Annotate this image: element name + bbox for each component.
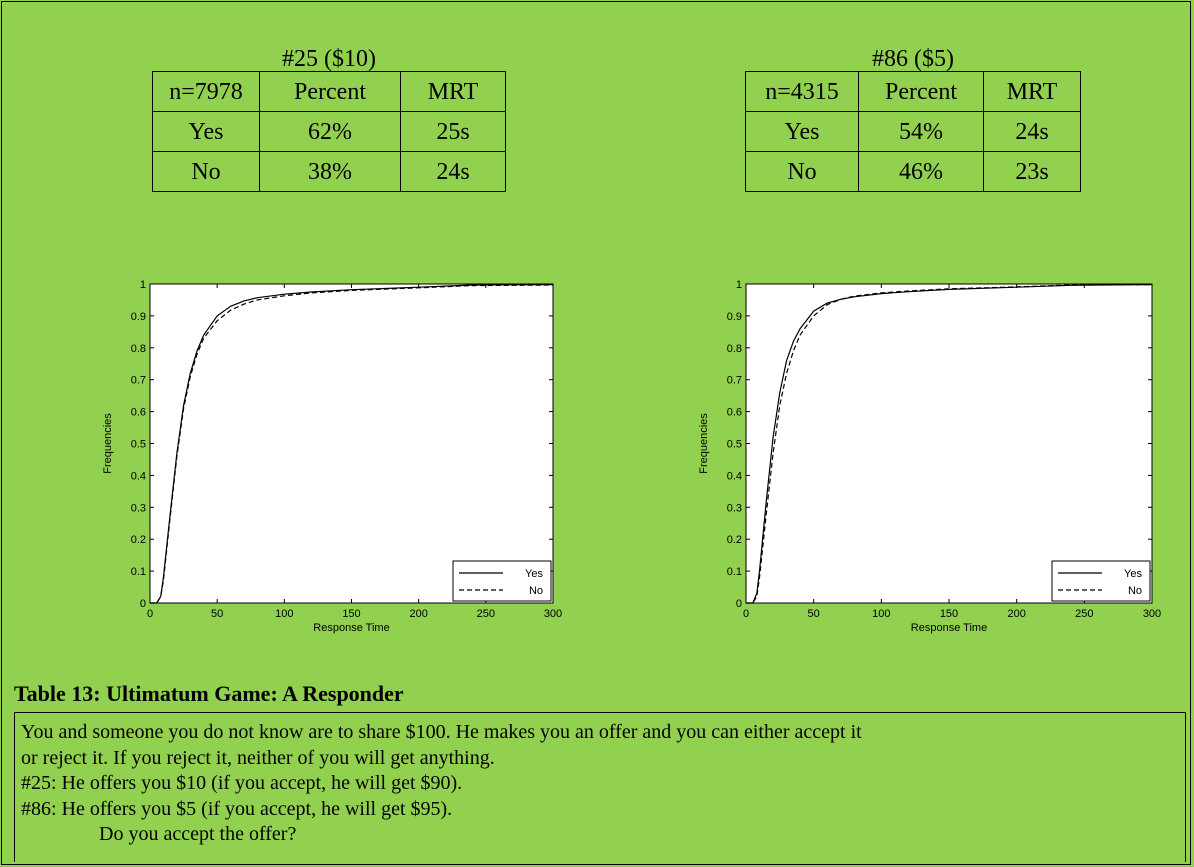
chart-0: 0 50 100 150 200 250 300 0 0.1 0.2 0.3 0.4 0.5 0.6 0.7… xyxy=(102,279,562,634)
y-tick-label: 0.3 xyxy=(131,502,146,514)
table-cell: 23s xyxy=(983,151,1081,192)
table-row: Yes 54% 24s xyxy=(745,111,1081,152)
table-header-cell: MRT xyxy=(400,71,506,112)
x-tick-label: 150 xyxy=(940,608,958,620)
x-tick-label: 250 xyxy=(477,608,495,620)
y-tick-label: 0 xyxy=(140,598,146,610)
y-tick-label: 0.1 xyxy=(727,566,742,578)
x-tick-label: 50 xyxy=(808,608,820,620)
question-prompt: Do you accept the offer? xyxy=(99,823,297,845)
y-axis-label: Frequencies xyxy=(102,413,114,474)
x-tick-label: 300 xyxy=(544,608,562,620)
x-tick-label: 0 xyxy=(147,608,153,620)
y-tick-label: 1 xyxy=(140,279,146,291)
table-row: n=4315 Percent MRT xyxy=(745,71,1081,112)
chart-1: 0 50 100 150 200 250 300 0 0.1 0.2 0.3 0.4 0.5 0.6 0.7… xyxy=(698,279,1161,634)
y-tick-label: 0.5 xyxy=(727,439,742,451)
y-tick-label: 0.4 xyxy=(727,470,742,482)
y-tick-label: 0 xyxy=(736,598,742,610)
table-caption-25: #25 ($10) xyxy=(282,46,376,72)
question-box: You and someone you do not know are to s… xyxy=(14,712,1186,862)
plot-area xyxy=(745,283,1153,604)
y-tick-label: 0.7 xyxy=(727,375,742,387)
plot-area xyxy=(149,283,554,604)
x-tick-label: 200 xyxy=(1007,608,1025,620)
series-line-no xyxy=(150,284,554,604)
legend-label: No xyxy=(1128,585,1142,597)
x-tick-label: 0 xyxy=(743,608,749,620)
results-table-25: n=7978 Percent MRT Yes 62% 25s No 38% 24… xyxy=(152,71,506,192)
table-caption-86: #86 ($5) xyxy=(872,46,954,72)
legend-label: Yes xyxy=(1124,568,1142,580)
x-tick-label: 200 xyxy=(409,608,427,620)
table-cell: 25s xyxy=(400,111,506,152)
y-tick-label: 0.8 xyxy=(131,343,146,355)
table-title: Table 13: Ultimatum Game: A Responder xyxy=(14,681,404,706)
table-cell: Yes xyxy=(152,111,260,152)
y-tick-label: 0.9 xyxy=(727,311,742,323)
x-tick-label: 250 xyxy=(1075,608,1093,620)
y-tick-label: 0.2 xyxy=(727,534,742,546)
legend-box xyxy=(452,560,552,602)
question-line: You and someone you do not know are to s… xyxy=(21,721,862,743)
y-tick-label: 0.5 xyxy=(131,439,146,451)
y-tick-label: 0.2 xyxy=(131,534,146,546)
table-cell: 24s xyxy=(400,151,506,192)
x-tick-label: 300 xyxy=(1143,608,1161,620)
x-tick-label: 50 xyxy=(211,608,223,620)
table-header-cell: Percent xyxy=(858,71,984,112)
x-axis-label: Response Time xyxy=(313,622,389,634)
y-tick-label: 0.8 xyxy=(727,343,742,355)
table-row: No 46% 23s xyxy=(745,151,1081,192)
legend-box xyxy=(1051,560,1151,602)
question-line: #86: He offers you $5 (if you accept, he… xyxy=(21,797,453,820)
table-cell: No xyxy=(745,151,859,192)
question-line: or reject it. If you reject it, neither … xyxy=(21,746,495,769)
table-row: No 38% 24s xyxy=(152,151,506,192)
table-row: Yes 62% 25s xyxy=(152,111,506,152)
x-tick-label: 100 xyxy=(872,608,890,620)
series-line-no xyxy=(746,284,1153,604)
table-cell: No xyxy=(152,151,260,192)
legend-label: No xyxy=(529,585,543,597)
x-axis-label: Response Time xyxy=(911,622,987,634)
legend-label: Yes xyxy=(525,568,543,580)
y-tick-label: 1 xyxy=(736,279,742,291)
y-tick-label: 0.4 xyxy=(131,470,146,482)
table-cell: 38% xyxy=(259,151,401,192)
response-time-chart-25: 0 50 100 150 200 250 30000.10.20.30.40.50.60.7… xyxy=(102,279,1161,634)
y-tick-label: 0.9 xyxy=(131,311,146,323)
legend: Yes No xyxy=(1051,560,1151,602)
results-table-86: n=4315 Percent MRT Yes 54% 24s No 46% 23… xyxy=(745,71,1081,192)
y-tick-label: 0.7 xyxy=(131,375,146,387)
legend: Yes No xyxy=(452,560,552,602)
y-axis-label: Frequencies xyxy=(698,413,710,474)
table-cell: 46% xyxy=(858,151,984,192)
question-line: #25: He offers you $10 (if you accept, h… xyxy=(21,772,463,794)
y-tick-label: 0.3 xyxy=(727,502,742,514)
table-cell: 62% xyxy=(259,111,401,152)
y-tick-label: 0.6 xyxy=(727,407,742,419)
table-header-cell: n=4315 xyxy=(745,71,859,112)
series-line-yes xyxy=(746,284,1153,604)
x-tick-label: 100 xyxy=(275,608,293,620)
x-tick-label: 150 xyxy=(342,608,360,620)
y-tick-label: 0.6 xyxy=(131,407,146,419)
y-tick-label: 0.1 xyxy=(131,566,146,578)
